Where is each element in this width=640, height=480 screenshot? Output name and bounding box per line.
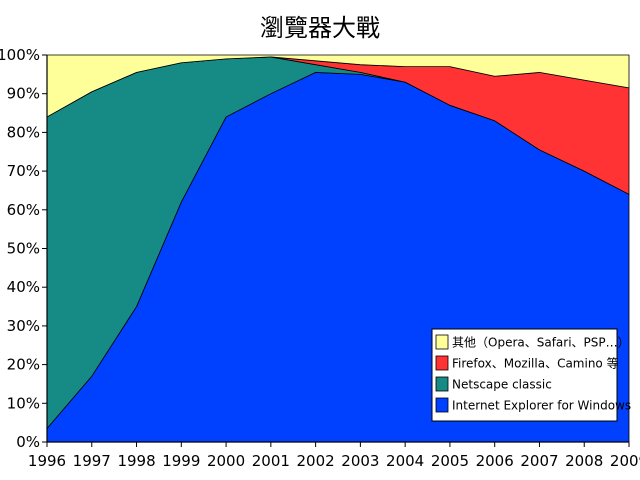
y-tick-label-8: 80% bbox=[7, 123, 40, 141]
x-tick-label-2: 1998 bbox=[117, 452, 155, 470]
legend-label-3: 其他（Opera、Safari、PSP…） bbox=[452, 336, 630, 350]
y-tick-label-9: 90% bbox=[7, 85, 40, 103]
legend-swatch-2 bbox=[435, 355, 449, 371]
legend-box bbox=[431, 328, 618, 422]
x-tick-label-9: 2005 bbox=[431, 452, 469, 470]
y-tick-label-10: 100% bbox=[0, 46, 40, 64]
legend-label-2: Firefox、Mozilla、Camino 等 bbox=[452, 357, 619, 371]
legend-label-1: Netscape classic bbox=[452, 378, 552, 392]
x-tick-label-3: 1999 bbox=[162, 452, 200, 470]
y-tick-label-5: 50% bbox=[7, 240, 40, 258]
x-tick-label-0: 1996 bbox=[28, 452, 66, 470]
x-tick-label-8: 2004 bbox=[386, 452, 424, 470]
y-tick-label-4: 40% bbox=[7, 278, 40, 296]
y-tick-label-7: 70% bbox=[7, 162, 40, 180]
x-tick-label-13: 2009 bbox=[610, 452, 640, 470]
x-tick-label-11: 2007 bbox=[520, 452, 558, 470]
y-tick-label-0: 0% bbox=[16, 433, 40, 451]
chart-title: 瀏覽器大戰 bbox=[260, 14, 380, 42]
x-tick-label-10: 2006 bbox=[476, 452, 514, 470]
legend-label-0: Internet Explorer for Windows bbox=[452, 399, 631, 413]
y-tick-label-1: 10% bbox=[7, 394, 40, 412]
y-tick-label-2: 20% bbox=[7, 356, 40, 374]
x-tick-label-5: 2001 bbox=[252, 452, 290, 470]
x-tick-label-4: 2000 bbox=[207, 452, 245, 470]
y-tick-label-6: 60% bbox=[7, 201, 40, 219]
series-area-3 bbox=[46, 54, 630, 118]
legend-swatch-3 bbox=[435, 334, 449, 350]
x-tick-label-6: 2002 bbox=[297, 452, 335, 470]
legend-swatch-0 bbox=[435, 397, 449, 413]
y-tick-label-3: 30% bbox=[7, 317, 40, 335]
x-tick-label-7: 2003 bbox=[341, 452, 379, 470]
legend-swatch-1 bbox=[435, 376, 449, 392]
x-tick-label-1: 1997 bbox=[73, 452, 111, 470]
x-tick-label-12: 2008 bbox=[565, 452, 603, 470]
